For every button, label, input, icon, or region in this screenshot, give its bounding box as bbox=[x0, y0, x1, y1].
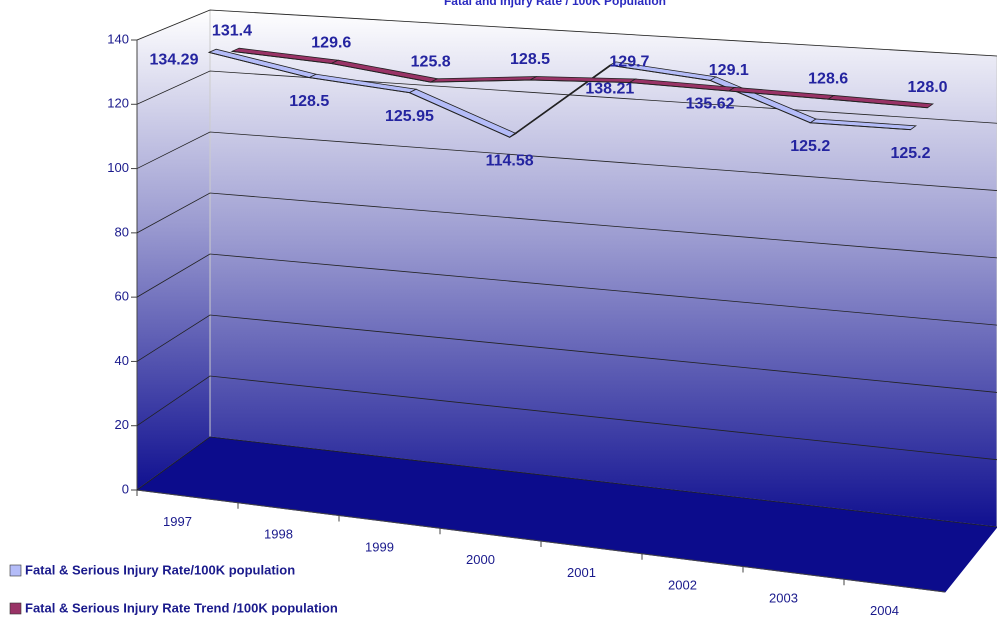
x-tick-label: 1999 bbox=[365, 539, 394, 554]
y-tick-label: 60 bbox=[115, 289, 129, 304]
grid-line bbox=[136, 436, 997, 528]
y-tick-label: 140 bbox=[107, 31, 129, 46]
chart-title: Fatal and Injury Rate / 100K Population bbox=[444, 0, 666, 8]
legend-label: Fatal & Serious Injury Rate/100K populat… bbox=[25, 562, 295, 577]
y-tick-label: 80 bbox=[115, 224, 129, 239]
data-label: 129.6 bbox=[311, 35, 351, 52]
data-label: 134.29 bbox=[150, 52, 199, 69]
x-tick-label: 2001 bbox=[567, 565, 596, 580]
data-label: 114.58 bbox=[486, 152, 534, 169]
data-label: 125.95 bbox=[385, 108, 434, 125]
data-label: 128.5 bbox=[510, 51, 550, 68]
data-label: 131.4 bbox=[212, 23, 252, 40]
grid-line bbox=[136, 70, 997, 124]
data-label: 128.0 bbox=[908, 79, 948, 96]
grid-line bbox=[136, 375, 997, 461]
data-label: 129.7 bbox=[609, 54, 649, 71]
legend-label: Fatal & Serious Injury Rate Trend /100K … bbox=[25, 600, 338, 615]
x-tick-label: 1997 bbox=[163, 514, 192, 529]
y-tick-label: 100 bbox=[107, 160, 129, 175]
data-label: 128.5 bbox=[289, 93, 329, 110]
data-label: 135.62 bbox=[686, 96, 735, 113]
data-label: 125.2 bbox=[790, 138, 830, 155]
data-label: 128.6 bbox=[808, 70, 848, 87]
grid-line bbox=[136, 131, 997, 191]
y-tick-label: 0 bbox=[122, 481, 129, 496]
data-label: 138.21 bbox=[585, 80, 634, 97]
series-line bbox=[231, 50, 928, 109]
plot-walls bbox=[135, 9, 997, 593]
y-tick-label: 40 bbox=[115, 353, 129, 368]
x-tick-label: 2002 bbox=[668, 578, 697, 593]
grid-line bbox=[136, 192, 997, 259]
data-label: 125.2 bbox=[890, 145, 930, 162]
x-tick-label: 2003 bbox=[769, 590, 798, 605]
series-line bbox=[208, 51, 911, 138]
x-tick-label: 1998 bbox=[264, 527, 293, 542]
legend-swatch bbox=[9, 602, 22, 615]
grid-line bbox=[136, 253, 997, 326]
y-tick-label: 120 bbox=[107, 96, 129, 111]
x-tick-label: 2004 bbox=[870, 603, 899, 618]
legend-swatch bbox=[9, 564, 22, 577]
data-label: 129.1 bbox=[709, 62, 749, 79]
grid-line bbox=[136, 314, 997, 393]
grid-line bbox=[136, 9, 997, 57]
x-tick-label: 2000 bbox=[466, 552, 495, 567]
data-label: 125.8 bbox=[411, 53, 451, 70]
y-tick-label: 20 bbox=[115, 417, 129, 432]
